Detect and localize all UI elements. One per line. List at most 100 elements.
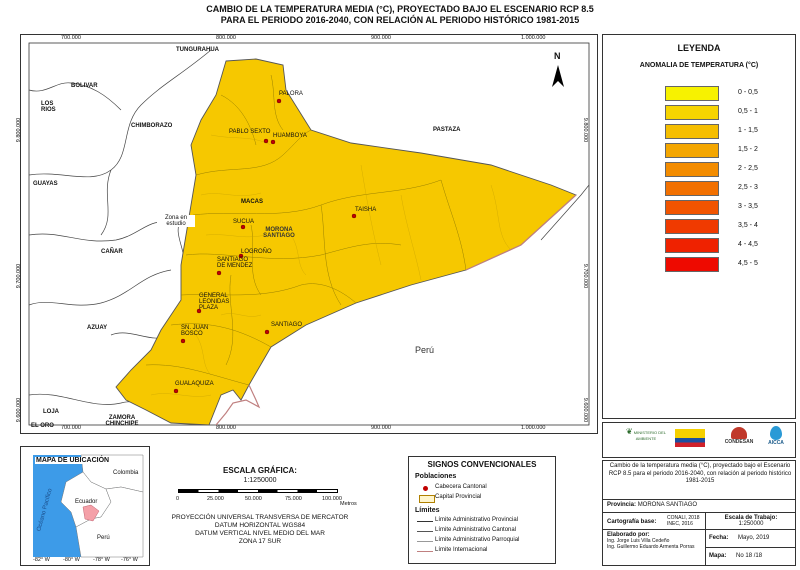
location-highlight (82, 504, 100, 522)
city-logrono: LOGROÑO (241, 249, 272, 255)
label-los-rios: LOS RIOS (41, 101, 56, 113)
ecuador-logo (675, 429, 705, 447)
city-sucua-point (240, 224, 246, 230)
legend-label: 2 - 2,5 (738, 165, 758, 172)
location-colombia: Colombia (113, 470, 139, 476)
coord-bottom-2: 800.000 (216, 425, 236, 431)
cabecera-point-icon (423, 486, 428, 491)
north-arrow-icon (552, 65, 564, 87)
legend-swatch (665, 105, 719, 120)
city-palora-point (276, 98, 282, 104)
cantonal-line-icon (417, 531, 433, 532)
signs-title: SIGNOS CONVENCIONALES (427, 460, 537, 469)
map-title: CAMBIO DE LA TEMPERATURA MEDIA (°C), PRO… (206, 4, 594, 25)
info-panel: Cambio de la temperatura media (°C), pro… (602, 460, 796, 566)
drop-icon (770, 426, 782, 440)
legend-label: 1,5 - 2 (738, 146, 758, 153)
coord-left-1: 9.800.000 (16, 117, 23, 143)
location-lon-3: -78° W (93, 557, 110, 563)
north-letter: N (554, 51, 561, 61)
city-gualaquiza: GUALAQUIZA (175, 381, 214, 387)
coord-bottom-4: 1.000.000 (521, 425, 546, 431)
city-general-plaza: GENERAL LEONIDAS PLAZA (199, 293, 230, 311)
label-peru: Perú (415, 345, 435, 355)
signs-internacional: Límite Internacional (435, 547, 488, 553)
main-map-frame: 700.000 800.000 900.000 1.000.000 700.00… (16, 34, 598, 434)
condesan-logo: CONDESAN (721, 427, 757, 445)
scale-ratio: 1:1250000 (243, 477, 277, 484)
legend-swatch (665, 238, 719, 253)
info-elaborado: Elaborado por: Ing. Jorge Luis Villa Cede… (607, 532, 695, 550)
legend-swatch (665, 124, 719, 139)
coord-top-3: 900.000 (371, 35, 391, 41)
coord-left-2: 9.700.000 (16, 263, 23, 289)
signs-cantonal: Límite Administrativo Cantonal (435, 527, 517, 533)
location-peru: Perú (97, 535, 110, 541)
city-huamboya: HUAMBOYA (273, 133, 307, 139)
label-canar: CAÑAR (101, 249, 123, 255)
legend-label: 3,5 - 4 (738, 222, 758, 229)
leaf-icon: ❦ (625, 427, 633, 436)
city-taisha: TAISHA (355, 207, 377, 213)
capital-icon (419, 495, 435, 503)
logos-panel: ❦ MINISTERIO DEL AMBIENTE CONDESAN AICCA (602, 422, 796, 458)
city-taisha-point (351, 213, 357, 219)
scale-title: ESCALA GRÁFICA: (223, 466, 297, 475)
info-mapa: Mapa: No 18 /18 (709, 553, 763, 559)
info-description: Cambio de la temperatura media (°C), pro… (608, 463, 792, 484)
label-zona-estudio: Zona en estudio (157, 215, 195, 227)
city-santiago: SANTIAGO (271, 322, 303, 328)
label-azuay: AZUAY (87, 325, 108, 331)
legend-swatch (665, 86, 719, 101)
ministerio-logo: ❦ MINISTERIO DEL AMBIENTE (625, 427, 667, 441)
label-chimborazo: CHIMBORAZO (131, 123, 173, 129)
city-san-juan-bosco: SN. JUAN BOSCO (181, 325, 209, 337)
city-palora: PALORA (279, 91, 303, 97)
city-pablo-sexto-point (263, 138, 269, 144)
legend-title: LEYENDA (677, 43, 721, 53)
scale-tick-3: 75.000 (285, 496, 302, 502)
legend-subtitle: ANOMALIA DE TEMPERATURA (°C) (639, 62, 759, 69)
city-pablo-sexto: PABLO SEXTO (229, 129, 271, 135)
projection-block: PROYECCIÓN UNIVERSAL TRANSVERSA DE MERCA… (171, 514, 349, 545)
location-lon-1: -82° W (33, 557, 50, 563)
coord-top-4: 1.000.000 (521, 35, 546, 41)
coord-right-1: 9.800.000 (582, 117, 589, 143)
morona-santiago-province (115, 58, 577, 426)
legend-label: 0,5 - 1 (738, 108, 758, 115)
legend-label: 4 - 4,5 (738, 241, 758, 248)
legend-panel: LEYENDA ANOMALIA DE TEMPERATURA (°C) 0 -… (602, 34, 796, 419)
scale-bar (178, 489, 338, 493)
scale-tick-4: 100.000 (322, 496, 342, 502)
location-title: MAPA DE UBICACIÓN (35, 457, 111, 464)
legend-label: 2,5 - 3 (738, 184, 758, 191)
provincial-line-icon (417, 521, 433, 522)
label-zamora: ZAMORA CHINCHIPE (105, 415, 139, 427)
city-san-juan-bosco-point (180, 338, 186, 344)
coord-right-3: 9.600.000 (582, 397, 589, 423)
coord-top-1: 700.000 (61, 35, 81, 41)
signs-lim-title: Límites (415, 507, 440, 514)
city-macas: MACAS (241, 199, 263, 205)
coord-bottom-1: 700.000 (61, 425, 81, 431)
label-el-oro: EL ORO (31, 423, 54, 429)
legend-label: 4,5 - 5 (738, 260, 758, 267)
condesan-icon (731, 427, 747, 439)
info-carto: CONALI, 2018 INEC, 2016 (667, 515, 700, 527)
location-lon-4: -76° W (121, 557, 138, 563)
aicca-logo: AICCA (759, 426, 793, 446)
signs-provincial: Límite Administrativo Provincial (435, 517, 519, 523)
scale-tick-1: 25.000 (207, 496, 224, 502)
signs-capital: Capital Provincial (435, 494, 482, 500)
scale-unit: Metros (340, 501, 357, 507)
coord-left-3: 9.600.000 (16, 397, 23, 423)
location-ecuador: Ecuador (75, 499, 98, 505)
city-logrono-point (238, 253, 244, 259)
legend-swatch (665, 200, 719, 215)
signs-pob-title: Poblaciones (415, 473, 457, 480)
city-santiago-mendez: SANTIAGO DE MENDEZ (217, 257, 253, 269)
label-tungurahua: TUNGURAHUA (176, 47, 219, 53)
scale-tick-0: 0 (176, 496, 180, 502)
city-santiago-point (264, 329, 270, 335)
label-pastaza: PASTAZA (433, 127, 461, 133)
